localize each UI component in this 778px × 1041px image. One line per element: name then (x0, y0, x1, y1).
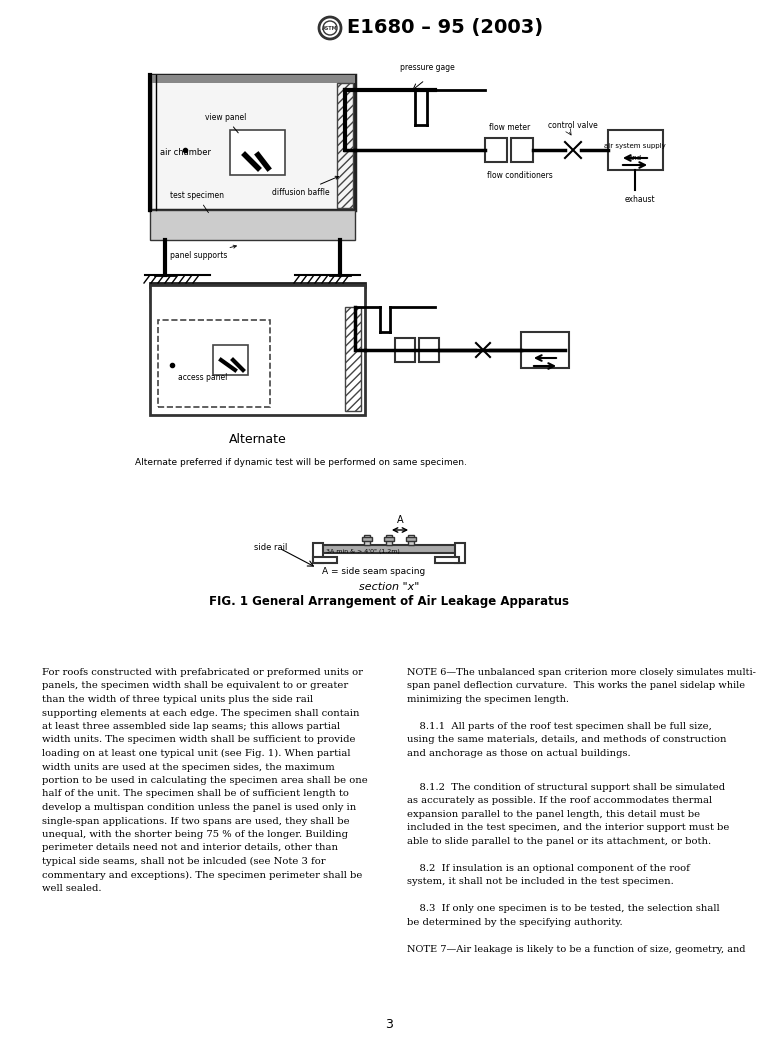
Text: supporting elements at each edge. The specimen shall contain: supporting elements at each edge. The sp… (42, 709, 359, 717)
Bar (150, 283, 365, 287)
Text: Alternate preferred if dynamic test will be performed on same specimen.: Alternate preferred if dynamic test will… (135, 458, 467, 467)
Bar (230, 130, 285, 175)
Text: system, it shall not be included in the test specimen.: system, it shall not be included in the … (407, 878, 674, 886)
Text: 8.1.2  The condition of structural support shall be simulated: 8.1.2 The condition of structural suppor… (407, 783, 725, 792)
Bar (345, 307, 361, 411)
Bar (213, 345, 248, 375)
Bar (419, 338, 439, 362)
Text: 8.1.1  All parts of the roof test specimen shall be full size,: 8.1.1 All parts of the roof test specime… (407, 722, 712, 731)
Bar (521, 332, 569, 369)
Bar (386, 535, 392, 545)
Text: ASTM: ASTM (322, 25, 338, 30)
Text: view panel: view panel (205, 113, 247, 133)
Bar (313, 557, 337, 563)
Bar (485, 138, 507, 162)
Text: and anchorage as those on actual buildings.: and anchorage as those on actual buildin… (407, 750, 631, 758)
Bar (435, 557, 459, 563)
Text: section "x": section "x" (359, 582, 419, 592)
Text: able to slide parallel to the panel or its attachment, or both.: able to slide parallel to the panel or i… (407, 837, 711, 845)
Text: Alternate: Alternate (229, 433, 286, 446)
Text: expansion parallel to the panel length, this detail must be: expansion parallel to the panel length, … (407, 810, 700, 819)
Text: side rail: side rail (254, 543, 287, 553)
Text: than the width of three typical units plus the side rail: than the width of three typical units pl… (42, 695, 313, 704)
Text: perimeter details need not and interior details, other than: perimeter details need not and interior … (42, 843, 338, 853)
Text: be determined by the specifying authority.: be determined by the specifying authorit… (407, 918, 622, 926)
Text: panel supports: panel supports (170, 246, 237, 260)
Text: width units. The specimen width shall be sufficient to provide: width units. The specimen width shall be… (42, 736, 356, 744)
Text: at least three assembled side lap seams; this allows partial: at least three assembled side lap seams;… (42, 722, 340, 731)
Bar (150, 75, 355, 210)
Text: commentary and exceptions). The specimen perimeter shall be: commentary and exceptions). The specimen… (42, 870, 363, 880)
Bar (313, 543, 323, 563)
Text: loading on at least one typical unit (see Fig. 1). When partial: loading on at least one typical unit (se… (42, 750, 351, 758)
Text: span panel deflection curvature.  This works the panel sidelap while: span panel deflection curvature. This wo… (407, 682, 745, 690)
Text: diffusion baffle: diffusion baffle (272, 176, 338, 197)
Text: 8.2  If insulation is an optional component of the roof: 8.2 If insulation is an optional compone… (407, 864, 690, 872)
Text: well sealed.: well sealed. (42, 884, 101, 893)
Bar (158, 320, 270, 407)
Text: pressure gage: pressure gage (400, 64, 455, 72)
Text: width units are used at the specimen sides, the maximum: width units are used at the specimen sid… (42, 762, 335, 771)
Text: control valve: control valve (548, 121, 598, 130)
Bar (150, 75, 355, 83)
Text: included in the test specimen, and the interior support must be: included in the test specimen, and the i… (407, 823, 729, 832)
Bar (321, 545, 457, 553)
Text: E1680 – 95 (2003): E1680 – 95 (2003) (347, 19, 543, 37)
Text: A = side seam spacing: A = side seam spacing (322, 567, 426, 577)
Bar (455, 543, 465, 563)
Text: half of the unit. The specimen shall be of sufficient length to: half of the unit. The specimen shall be … (42, 789, 349, 798)
Text: unequal, with the shorter being 75 % of the longer. Building: unequal, with the shorter being 75 % of … (42, 830, 348, 839)
Text: A: A (397, 515, 403, 525)
Text: flow meter: flow meter (489, 123, 531, 132)
Bar (511, 138, 533, 162)
Text: portion to be used in calculating the specimen area shall be one: portion to be used in calculating the sp… (42, 776, 368, 785)
Bar (395, 338, 415, 362)
Text: single-span applications. If two spans are used, they shall be: single-span applications. If two spans a… (42, 816, 349, 826)
Text: minimizing the specimen length.: minimizing the specimen length. (407, 695, 569, 704)
Text: and: and (629, 155, 642, 161)
Bar (337, 83, 353, 208)
Text: air system supply: air system supply (605, 143, 666, 149)
Text: exhaust: exhaust (625, 195, 656, 204)
Text: flow conditioners: flow conditioners (487, 171, 552, 180)
Text: FIG. 1 General Arrangement of Air Leakage Apparatus: FIG. 1 General Arrangement of Air Leakag… (209, 595, 569, 609)
Bar (608, 130, 663, 170)
Bar (364, 535, 370, 545)
Text: 3: 3 (385, 1018, 393, 1032)
Text: air chamber: air chamber (160, 148, 211, 157)
Text: typical side seams, shall not be inlcuded (see Note 3 for: typical side seams, shall not be inlcude… (42, 857, 326, 866)
Text: 8.3  If only one specimen is to be tested, the selection shall: 8.3 If only one specimen is to be tested… (407, 905, 720, 913)
Bar (150, 285, 365, 415)
Text: For roofs constructed with prefabricated or preformed units or: For roofs constructed with prefabricated… (42, 668, 363, 677)
Bar (150, 283, 365, 291)
Bar (384, 537, 394, 541)
Bar (408, 535, 414, 545)
Text: test specimen: test specimen (170, 191, 224, 212)
Text: NOTE 7—Air leakage is likely to be a function of size, geometry, and: NOTE 7—Air leakage is likely to be a fun… (407, 945, 745, 954)
Bar (362, 537, 372, 541)
Text: 3A min & > 4'0" (1.2m): 3A min & > 4'0" (1.2m) (326, 549, 400, 554)
Text: access panel: access panel (178, 373, 227, 382)
Bar (150, 210, 355, 240)
Bar (150, 285, 365, 303)
Bar (406, 537, 416, 541)
Text: as accurately as possible. If the roof accommodates thermal: as accurately as possible. If the roof a… (407, 796, 712, 806)
Text: NOTE 6—The unbalanced span criterion more closely simulates multi-: NOTE 6—The unbalanced span criterion mor… (407, 668, 756, 677)
Text: using the same materials, details, and methods of construction: using the same materials, details, and m… (407, 736, 727, 744)
Text: develop a multispan condition unless the panel is used only in: develop a multispan condition unless the… (42, 803, 356, 812)
Text: panels, the specimen width shall be equivalent to or greater: panels, the specimen width shall be equi… (42, 682, 349, 690)
